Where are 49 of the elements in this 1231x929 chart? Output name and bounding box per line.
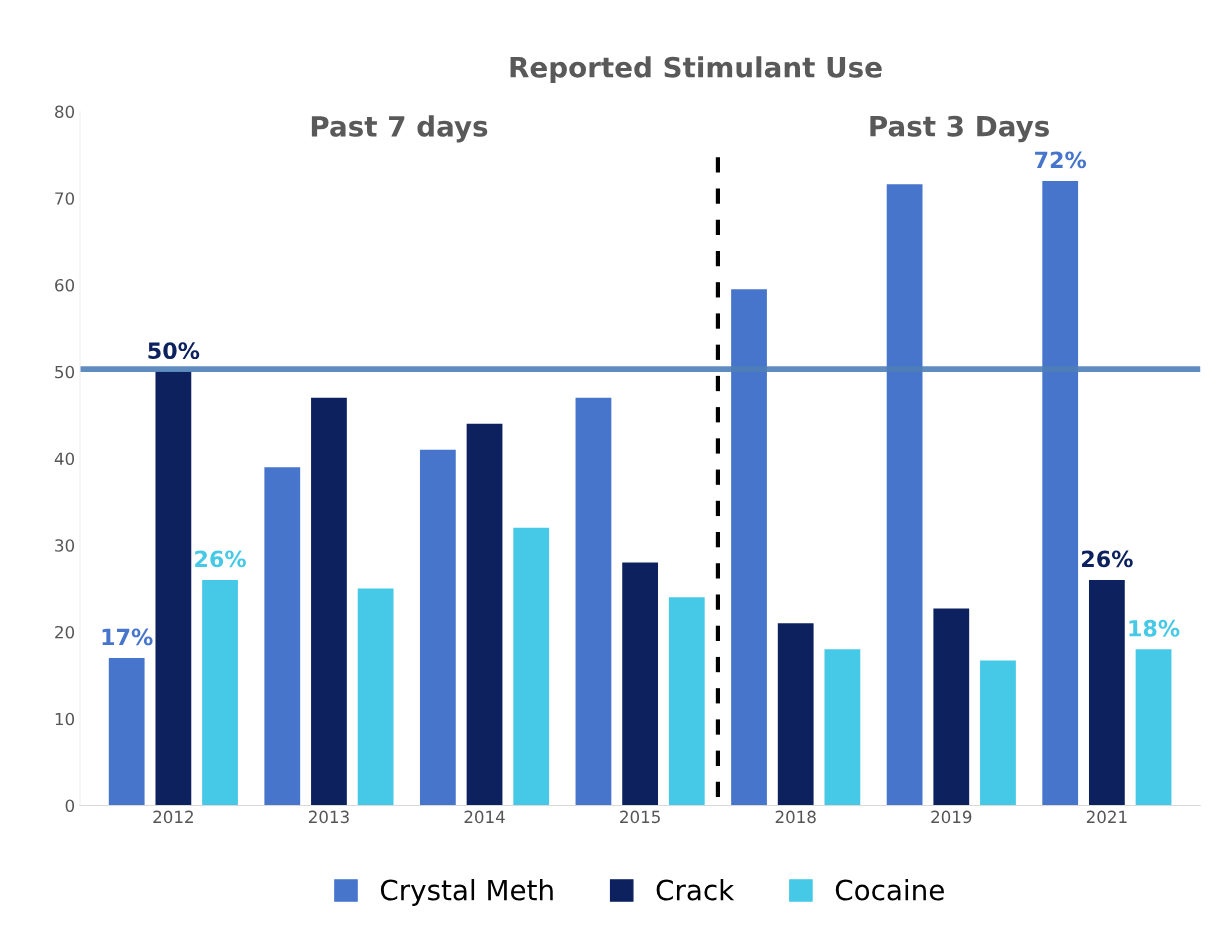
- bar: [575, 397, 612, 806]
- legend-label: Crack: [656, 879, 735, 901]
- bar: [311, 397, 347, 806]
- y-tick-label: 0: [65, 799, 75, 813]
- x-tick-label: 2019: [931, 810, 972, 824]
- bar: [513, 527, 550, 806]
- x-tick-label: 2014: [464, 810, 505, 824]
- data-label: 17%: [102, 628, 153, 646]
- bar: [622, 562, 659, 806]
- bar: [1042, 180, 1079, 806]
- bar: [419, 449, 456, 806]
- bar: [777, 623, 814, 806]
- annotation: Past 7 days: [311, 115, 488, 143]
- bar: [264, 467, 301, 806]
- x-tick-label: 2013: [308, 810, 349, 824]
- bar: [933, 608, 970, 806]
- y-tick-label: 50: [55, 365, 75, 379]
- y-tick-label: 40: [54, 452, 75, 466]
- annotation: Past 3 Days: [870, 115, 1049, 143]
- data-label: 72%: [1035, 151, 1087, 169]
- y-tick-label: 80: [55, 105, 75, 119]
- bar: [668, 597, 705, 806]
- bar: [108, 657, 145, 806]
- bar: [466, 423, 503, 806]
- x-tick-label: 2021: [1086, 810, 1127, 824]
- bar: [1135, 649, 1172, 806]
- data-label: 26%: [1082, 550, 1133, 568]
- data-label: 50%: [148, 342, 200, 360]
- y-tick-label: 60: [55, 278, 75, 292]
- y-tick-label: 70: [55, 192, 75, 205]
- legend-label: Cocaine: [835, 879, 944, 901]
- chart-title: Reported Stimulant Use: [510, 56, 882, 84]
- bar: [357, 588, 394, 806]
- y-tick-label: 10: [55, 712, 75, 726]
- bar: [1088, 579, 1125, 806]
- x-tick-label: 2018: [775, 810, 816, 824]
- bar: [980, 660, 1016, 806]
- x-tick-label: 2012: [153, 810, 193, 824]
- bar: [886, 184, 923, 806]
- y-tick-label: 20: [55, 625, 75, 639]
- data-label: 26%: [195, 550, 246, 568]
- y-tick-label: 30: [55, 539, 75, 552]
- bar: [731, 289, 767, 806]
- x-tick-label: 2015: [620, 810, 660, 824]
- bar: [824, 649, 861, 806]
- data-label: 18%: [1129, 619, 1180, 637]
- bar: [202, 579, 238, 806]
- legend-label: Crystal Meth: [380, 879, 553, 906]
- bar: [155, 371, 192, 806]
